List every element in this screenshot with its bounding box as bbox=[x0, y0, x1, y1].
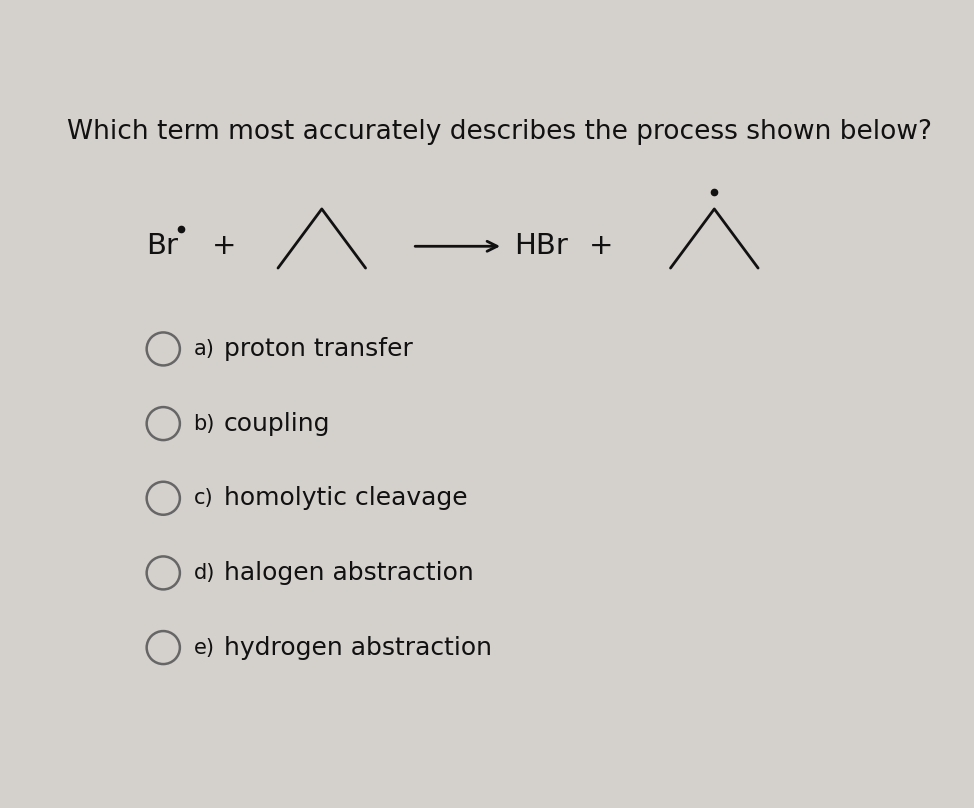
Text: hydrogen abstraction: hydrogen abstraction bbox=[224, 636, 492, 659]
Text: b): b) bbox=[194, 414, 215, 434]
Text: coupling: coupling bbox=[224, 411, 330, 436]
Text: Which term most accurately describes the process shown below?: Which term most accurately describes the… bbox=[66, 119, 932, 145]
Text: d): d) bbox=[194, 563, 215, 583]
Text: homolytic cleavage: homolytic cleavage bbox=[224, 486, 468, 511]
Text: c): c) bbox=[194, 488, 213, 508]
Text: +: + bbox=[589, 232, 614, 260]
Text: halogen abstraction: halogen abstraction bbox=[224, 561, 473, 585]
Text: Br: Br bbox=[146, 232, 178, 260]
Text: e): e) bbox=[194, 638, 214, 658]
Text: +: + bbox=[211, 232, 236, 260]
Text: a): a) bbox=[194, 339, 214, 359]
Text: HBr: HBr bbox=[513, 232, 568, 260]
Text: proton transfer: proton transfer bbox=[224, 337, 413, 361]
